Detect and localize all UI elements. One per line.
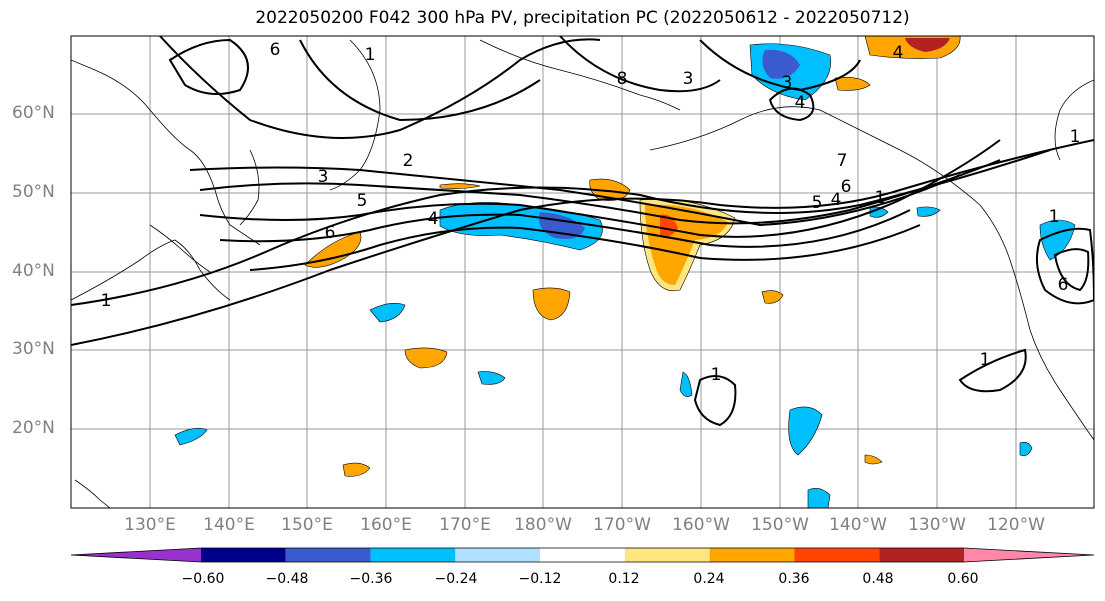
- contour-label: 6: [325, 223, 336, 243]
- contour-label: 1: [980, 350, 991, 370]
- contour-label: 1: [1070, 127, 1081, 147]
- colorbar-segment: [709, 548, 795, 562]
- contour-label: 6: [841, 177, 852, 197]
- colorbar-segment: [794, 548, 880, 562]
- lon-label-140w: 140°W: [829, 515, 887, 535]
- contour-label: 4: [795, 93, 806, 113]
- lon-label-170e: 170°E: [439, 515, 491, 535]
- map-frame: [70, 35, 1095, 509]
- colorbar-segment: [455, 548, 541, 562]
- coastlines: [71, 39, 1094, 508]
- pv-contours: [71, 36, 1094, 427]
- colorbar-segment: [71, 548, 201, 562]
- contour-label: 7: [837, 151, 848, 171]
- colorbar-segment: [540, 548, 625, 562]
- precip-negative-subtrop-1: [369, 303, 406, 323]
- lon-label-160e: 160°E: [360, 515, 412, 535]
- colorbar: [70, 547, 1095, 563]
- contour-labels: 6 1 8 3 4 3 4 1 2 3 5 6 4 7 6 5 4 1 1 1 …: [101, 40, 1081, 385]
- lat-label-30n: 30°N: [12, 339, 55, 359]
- contour-label: 1: [365, 45, 376, 65]
- colorbar-tick: −0.36: [349, 571, 393, 587]
- contour-label: 5: [812, 193, 823, 213]
- contour-label: 4: [831, 190, 842, 210]
- contour-label: 5: [357, 191, 368, 211]
- lon-label-180w: 180°W: [514, 515, 572, 535]
- contour-label: 3: [683, 69, 694, 89]
- lat-label-40n: 40°N: [12, 261, 55, 281]
- contour-label: 2: [403, 151, 414, 171]
- colorbar-outline: [70, 547, 1095, 563]
- contour-label: 8: [617, 69, 628, 89]
- contour-label: 3: [318, 167, 329, 187]
- colorbar-segment: [624, 548, 710, 562]
- colorbar-segment: [201, 548, 286, 562]
- colorbar-tick: 0.12: [608, 571, 640, 587]
- colorbar-tick: 0.48: [862, 571, 894, 587]
- colorbar-segment: [370, 548, 456, 562]
- precip-negative-small-5: [1019, 441, 1033, 456]
- lat-label-50n: 50°N: [12, 182, 55, 202]
- precip-negative-small-3: [916, 206, 941, 217]
- precip-negative-hawaii: [788, 406, 823, 456]
- contour-label: 1: [1049, 207, 1060, 227]
- colorbar-tick: 0.60: [947, 571, 979, 587]
- colorbar-segment: [285, 548, 371, 562]
- precip-positive-small-6: [864, 454, 883, 465]
- colorbar-tick: −0.24: [434, 571, 478, 587]
- colorbar-tick: 0.24: [693, 571, 725, 587]
- contour-label: 3: [782, 73, 793, 93]
- precip-negative-small-7: [679, 371, 693, 397]
- contour-label: 1: [875, 188, 886, 208]
- precip-negative-west: [174, 428, 208, 446]
- precip-shading: [174, 36, 1076, 508]
- contour-label: 6: [270, 40, 281, 60]
- precip-positive-subtrop: [404, 347, 448, 369]
- lon-label-170w: 170°W: [593, 515, 651, 535]
- lon-label-130w: 130°W: [908, 515, 966, 535]
- precip-negative-south-1: [807, 488, 831, 508]
- precip-positive-northeast-core: [905, 38, 950, 52]
- contour-label: 4: [893, 43, 904, 63]
- colorbar-tick: 0.36: [778, 571, 810, 587]
- precip-positive-kamchatka: [304, 231, 362, 268]
- lon-label-150e: 150°E: [281, 515, 333, 535]
- precip-negative-subtrop-2: [477, 371, 506, 385]
- precip-positive-small-4: [439, 183, 481, 189]
- lon-label-140e: 140°E: [203, 515, 255, 535]
- graticule: [71, 36, 1094, 508]
- lat-label-20n: 20°N: [12, 418, 55, 438]
- map-title: 2022050200 F042 300 hPa PV, precipitatio…: [255, 8, 910, 28]
- precip-positive-south: [342, 462, 371, 477]
- precip-negative-bering-core: [762, 49, 800, 79]
- lon-label-160w: 160°W: [672, 515, 730, 535]
- precip-positive-small-1: [761, 290, 784, 304]
- colorbar-tick: −0.48: [265, 571, 309, 587]
- precip-positive-east: [834, 77, 871, 91]
- precip-positive-midpac: [532, 287, 571, 321]
- contour-label: 4: [428, 209, 439, 229]
- contour-label: 1: [711, 365, 722, 385]
- precip-positive-gulf-core: [660, 214, 678, 237]
- lon-label-150w: 150°W: [751, 515, 809, 535]
- colorbar-segment: [879, 548, 964, 562]
- contour-label: 1: [101, 291, 112, 311]
- colorbar-tick: −0.12: [518, 571, 562, 587]
- colorbar-segment: [964, 548, 1094, 562]
- colorbar-tick: −0.60: [181, 571, 225, 587]
- lat-label-60n: 60°N: [12, 103, 55, 123]
- map-body: [71, 36, 1094, 508]
- lon-label-130e: 130°E: [124, 515, 176, 535]
- lon-label-120w: 120°W: [987, 515, 1045, 535]
- contour-label: 6: [1058, 275, 1069, 295]
